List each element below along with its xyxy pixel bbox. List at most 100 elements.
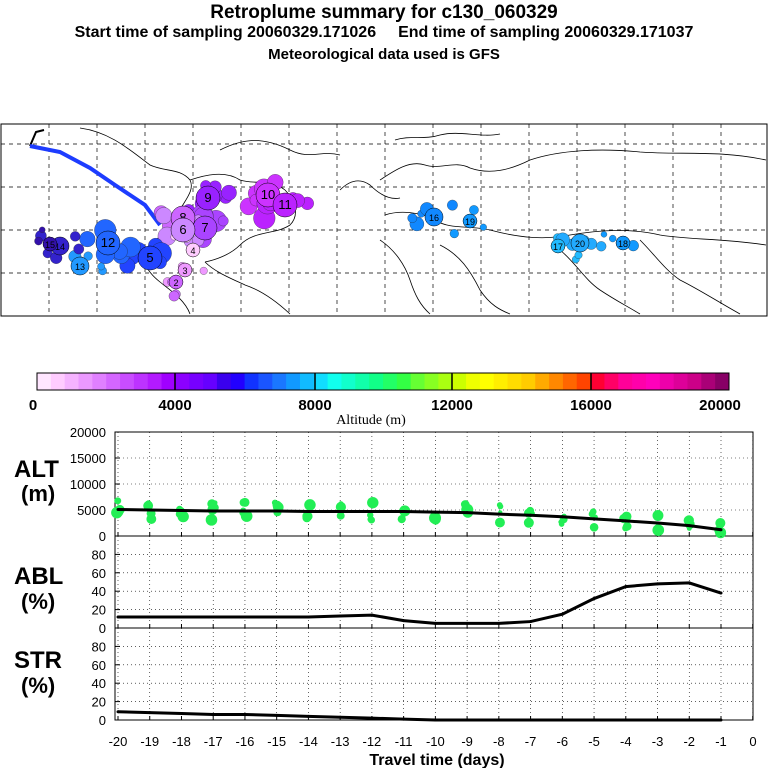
colorbar-tick-label: 0 (29, 397, 37, 414)
series-point (148, 711, 152, 715)
x-tick-label: -16 (236, 734, 255, 749)
plume-point (570, 233, 590, 253)
plume-particle (168, 290, 180, 302)
colorbar-cell (133, 373, 149, 390)
plume-particle (609, 234, 617, 243)
abl-ylabel: ABL (14, 563, 63, 590)
plume-day-label: 11 (278, 197, 292, 212)
series-point (592, 597, 596, 601)
plume-particle (217, 215, 229, 227)
plume-day-label: 7 (201, 220, 208, 235)
plume-particle (221, 184, 237, 201)
colorbar-cell (424, 373, 439, 390)
plume-particle (79, 231, 96, 248)
series-point (560, 718, 564, 722)
colorbar-cell (701, 373, 716, 390)
colorbar-cell (576, 373, 592, 390)
series-point (529, 718, 533, 722)
series-point (370, 510, 374, 514)
colorbar-cell (37, 373, 52, 390)
colorbar-cell (687, 373, 702, 390)
colorbar-cell (383, 373, 398, 390)
altitude-scatter-point (143, 500, 154, 511)
sampling-times: Start time of sampling 20060329.171026 En… (0, 24, 768, 42)
plume-day-label: 16 (429, 213, 439, 223)
plume-particle (469, 205, 479, 215)
plume-particle (83, 251, 93, 261)
colorbar-cell (396, 373, 412, 390)
series-point (560, 612, 564, 616)
series-point (656, 718, 660, 722)
plume-point (185, 242, 201, 258)
altitude-scatter-point (460, 500, 470, 509)
end-time-label: End time of sampling 20060329.171037 (398, 24, 694, 41)
colorbar-cell (50, 373, 66, 390)
str-ylabel: STR (14, 647, 62, 674)
plume-day-label: 14 (55, 242, 65, 252)
plume-point (424, 207, 444, 227)
x-tick-label: -6 (557, 734, 569, 749)
series-point (719, 591, 723, 595)
series-point (719, 528, 723, 532)
colorbar-tick-label: 4000 (158, 397, 191, 414)
series-point (370, 613, 374, 617)
series-point (592, 718, 596, 722)
map-frame (0, 123, 768, 317)
plume-day-label: 9 (204, 190, 211, 205)
series-point (148, 508, 152, 512)
x-tick-label: -10 (426, 734, 445, 749)
plume-day-label: 12 (101, 235, 115, 250)
altitude-scatter-point (367, 496, 379, 509)
series-point (338, 614, 342, 618)
series-point (624, 519, 628, 523)
altitude-scatter-point (494, 517, 505, 528)
y-tick-label: 15000 (70, 451, 106, 466)
y-tick-label: 0 (99, 713, 106, 728)
colorbar-cell (507, 373, 522, 390)
series-point (433, 718, 437, 722)
plume-day-label: 6 (179, 222, 186, 237)
series-point (529, 513, 533, 517)
y-tick-label: 60 (92, 566, 106, 581)
x-tick-label: -4 (620, 734, 632, 749)
plume-particle (199, 266, 208, 275)
series-point (656, 521, 660, 525)
plume-day-label: 20 (575, 239, 585, 249)
colorbar-cell (493, 373, 509, 390)
plume-day-label: 19 (465, 217, 475, 227)
colorbar-cell (147, 373, 163, 390)
colorbar-axis-label: Altitude (m) (336, 413, 406, 428)
str-panel-frame (114, 627, 754, 721)
colorbar-cell (78, 373, 93, 390)
series-point (529, 620, 533, 624)
plume-day-label: 8 (179, 210, 186, 225)
altitude-scatter-point (558, 521, 565, 527)
altitude-scatter-point (304, 499, 316, 511)
y-tick-label: 40 (92, 584, 106, 599)
altitude-scatter-point (715, 518, 726, 529)
colorbar-cell (618, 373, 633, 390)
x-tick-label: -17 (204, 734, 223, 749)
plume-point (168, 274, 184, 290)
series-point (624, 718, 628, 722)
series-point (243, 509, 247, 513)
series-point (433, 510, 437, 514)
chart-title: Retroplume summary for c130_060329 (210, 2, 558, 23)
colorbar-tick-label: 16000 (570, 397, 612, 414)
altitude-scatter-point (212, 500, 218, 506)
colorbar-cell (715, 373, 730, 390)
colorbar-cell (479, 373, 495, 390)
colorbar-cell (286, 373, 301, 390)
series-point (243, 712, 247, 716)
colorbar-cell (272, 373, 287, 390)
colorbar-cell (258, 373, 273, 390)
series-point (719, 718, 723, 722)
altitude-scatter-point (496, 502, 503, 508)
colorbar-cell (313, 373, 329, 390)
altitude-scatter-point (622, 522, 632, 531)
series-point (687, 581, 691, 585)
series-point (656, 582, 660, 586)
